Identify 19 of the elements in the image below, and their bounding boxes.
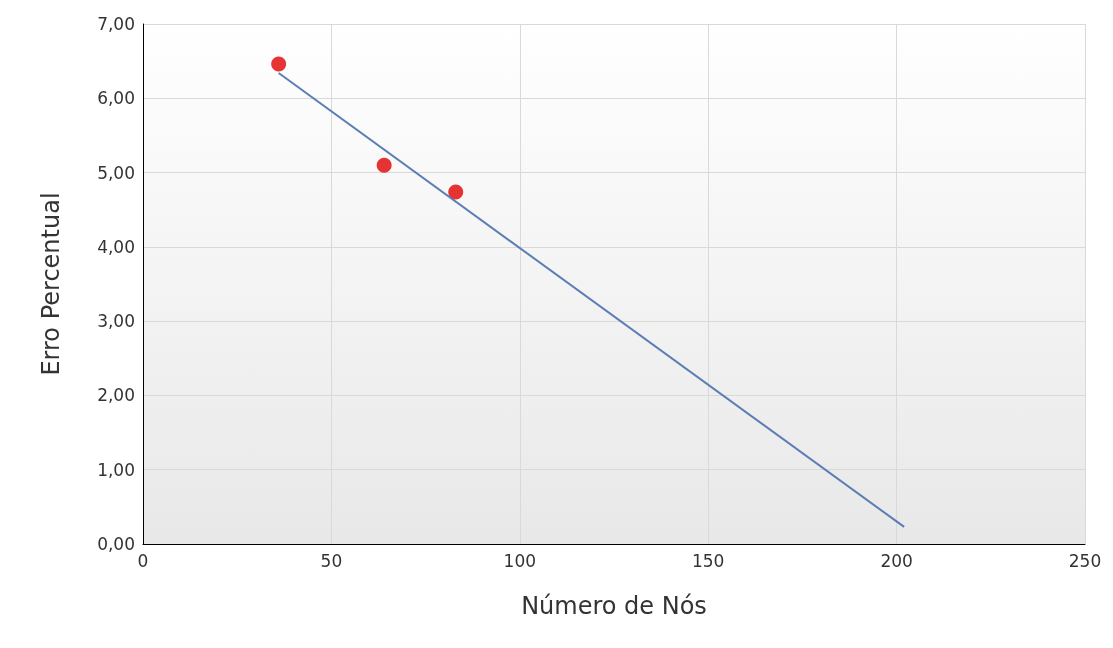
x-tick-label: 0 [137,550,149,571]
point [271,56,287,72]
y-tick-label: 4,00 [97,236,135,257]
y-tick-label: 2,00 [97,385,135,406]
x-tick-label: 250 [1068,550,1102,571]
point [448,184,464,200]
y-tick-label: 7,00 [97,14,135,34]
y-tick-label: 0,00 [97,534,135,554]
y-tick-label: 3,00 [97,311,135,332]
x-axis-title: Número de Nós [521,592,707,620]
y-tick-label: 5,00 [97,162,135,183]
x-tick-label: 150 [691,550,725,571]
y-axis-title: Erro Percentual [37,192,65,376]
x-tick-label: 100 [503,550,537,571]
x-tick-label: 200 [880,550,913,571]
y-tick-label: 6,00 [97,88,135,109]
y-tick-label: 1,00 [97,459,135,480]
point [376,157,392,173]
x-tick-label: 50 [320,550,343,571]
